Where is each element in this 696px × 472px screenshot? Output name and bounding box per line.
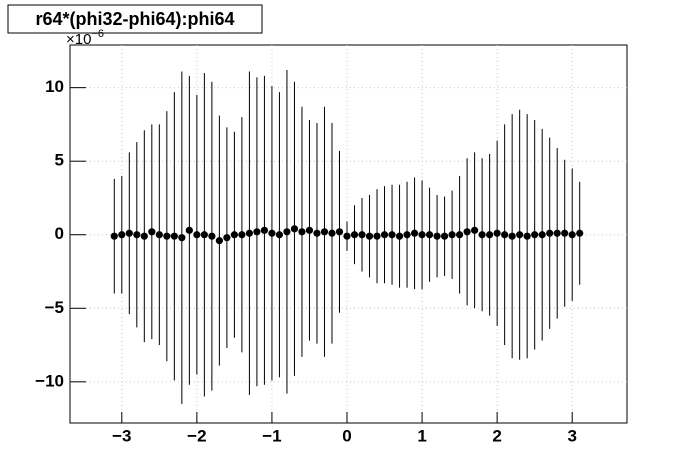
data-point — [463, 228, 471, 236]
data-point — [568, 231, 576, 239]
data-point — [253, 228, 261, 236]
data-point — [118, 231, 126, 239]
y-tick-label: −5 — [45, 298, 64, 317]
data-point — [538, 231, 546, 239]
data-point — [148, 228, 156, 236]
data-point — [193, 231, 201, 239]
data-point — [523, 232, 531, 240]
chart-title: r64*(phi32-phi64):phi64 — [35, 9, 234, 29]
data-point — [373, 232, 381, 240]
data-point — [343, 232, 351, 240]
data-point — [305, 226, 314, 234]
y-tick-label: −10 — [35, 371, 64, 390]
data-point — [425, 231, 434, 239]
data-point — [455, 231, 464, 239]
data-point — [170, 232, 178, 240]
data-point — [275, 231, 284, 239]
data-point — [358, 231, 366, 239]
x-tick-label: 1 — [417, 426, 426, 445]
data-point — [185, 226, 193, 234]
data-point — [155, 231, 163, 239]
data-point — [493, 229, 501, 237]
data-point — [395, 232, 404, 240]
y-tick-label: 0 — [55, 224, 64, 243]
data-point — [576, 229, 584, 237]
data-point — [380, 231, 389, 239]
data-point — [403, 231, 411, 239]
x-tick-label: −1 — [262, 426, 281, 445]
data-point — [471, 226, 479, 234]
x-tick-label: 2 — [492, 426, 501, 445]
x-tick-label: 0 — [342, 426, 351, 445]
data-point — [215, 237, 223, 245]
data-point — [486, 231, 494, 239]
data-point — [335, 228, 344, 236]
data-point — [313, 229, 321, 237]
data-point — [298, 228, 306, 236]
data-point — [125, 229, 133, 237]
x-tick-label: 3 — [567, 426, 576, 445]
data-point — [388, 231, 396, 239]
data-point — [418, 231, 426, 239]
data-point — [283, 228, 291, 236]
plot-frame — [69, 44, 628, 424]
data-point — [208, 232, 216, 240]
data-point — [200, 231, 208, 239]
data-point — [268, 229, 276, 237]
data-point — [223, 234, 231, 242]
data-point — [350, 231, 359, 239]
data-point — [440, 232, 449, 240]
data-point — [290, 225, 299, 233]
y-multiplier: ×10−6 — [66, 28, 104, 48]
data-point — [410, 229, 419, 237]
data-point — [328, 229, 336, 237]
title-box — [7, 4, 263, 34]
data-point — [553, 229, 561, 237]
data-point — [501, 231, 509, 239]
data-point — [178, 234, 186, 242]
multiplier-exponent: −6 — [91, 28, 104, 40]
data-point — [365, 232, 374, 240]
data-point — [320, 228, 329, 236]
data-point — [260, 226, 269, 234]
data-point — [448, 231, 456, 239]
data-point — [478, 231, 486, 239]
x-tick-label: −3 — [112, 426, 131, 445]
data-point — [140, 232, 148, 240]
data-point — [508, 232, 516, 240]
data-point — [163, 232, 171, 240]
data-point — [531, 231, 539, 239]
y-tick-label: 10 — [45, 77, 64, 96]
data-point — [238, 231, 246, 239]
data-point — [546, 229, 554, 237]
data-point — [230, 231, 238, 239]
multiplier-base: ×10 — [66, 31, 91, 48]
data-point — [245, 229, 254, 237]
data-point — [133, 231, 141, 239]
data-point — [433, 232, 441, 240]
data-point — [561, 229, 569, 237]
data-point — [110, 232, 118, 240]
data-point — [516, 231, 524, 239]
y-tick-label: 5 — [55, 151, 64, 170]
x-tick-label: −2 — [187, 426, 206, 445]
